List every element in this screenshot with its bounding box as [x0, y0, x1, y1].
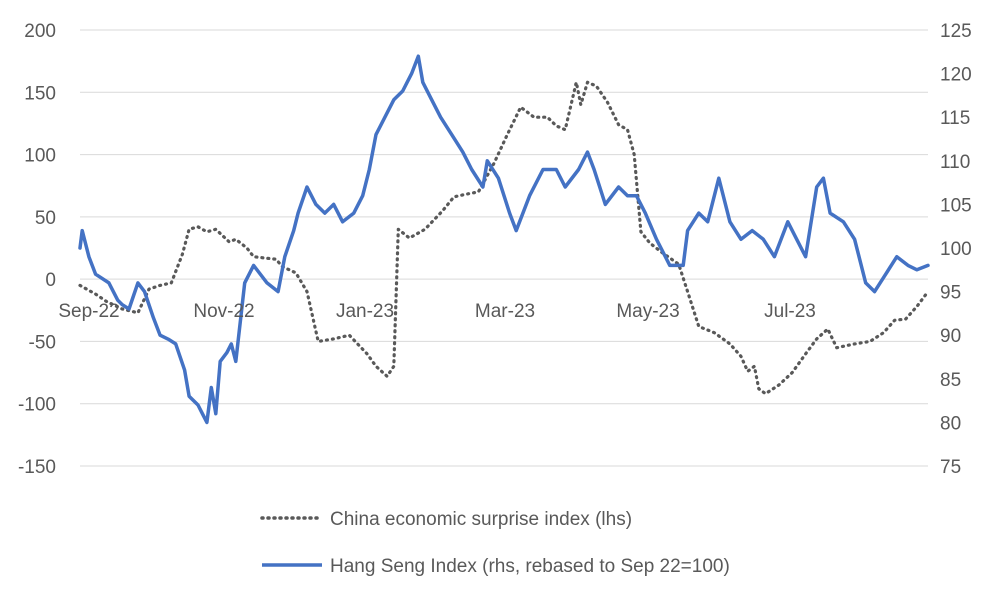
x-axis-tick-labels: Sep-22 Nov-22 Jan-23 Mar-23 May-23 Jul-23 [58, 301, 816, 322]
right-tick-label: 120 [940, 65, 972, 86]
right-tick-label: 85 [940, 370, 961, 391]
right-tick-label: 105 [940, 195, 972, 216]
right-tick-label: 75 [940, 457, 961, 478]
series-line-surprise-index [78, 80, 930, 396]
right-tick-label: 80 [940, 413, 961, 434]
left-tick-label: -150 [18, 457, 56, 478]
left-tick-label: -50 [29, 332, 56, 353]
left-tick-label: 150 [24, 83, 56, 104]
series-lines [78, 54, 930, 425]
gridlines [80, 29, 928, 467]
right-tick-label: 110 [940, 152, 970, 173]
left-axis-tick-labels: -150 -100 -50 0 50 100 150 200 [18, 21, 56, 478]
right-tick-label: 125 [940, 21, 972, 42]
left-tick-label: 50 [35, 208, 56, 229]
x-tick-label: Sep-22 [58, 301, 119, 322]
left-tick-label: 0 [45, 270, 56, 291]
right-tick-label: 90 [940, 326, 961, 347]
x-tick-label: Nov-22 [193, 301, 254, 322]
right-axis-tick-labels: 75 80 85 90 95 100 105 110 115 120 125 [940, 21, 972, 478]
left-tick-label: -100 [18, 395, 56, 416]
right-tick-label: 95 [940, 283, 961, 304]
left-tick-label: 100 [24, 146, 56, 167]
legend: China economic surprise index (lhs) Hang… [260, 509, 730, 577]
x-tick-label: Jan-23 [336, 301, 394, 322]
x-tick-label: May-23 [616, 301, 679, 322]
legend-label-hangseng: Hang Seng Index (rhs, rebased to Sep 22=… [330, 556, 730, 577]
legend-label-surprise: China economic surprise index (lhs) [330, 509, 632, 530]
series-line-hang-seng [78, 54, 930, 425]
x-tick-label: Jul-23 [764, 301, 816, 322]
x-tick-label: Mar-23 [475, 301, 535, 322]
left-tick-label: 200 [24, 21, 56, 42]
right-tick-label: 115 [940, 108, 970, 129]
right-tick-label: 100 [940, 239, 972, 260]
